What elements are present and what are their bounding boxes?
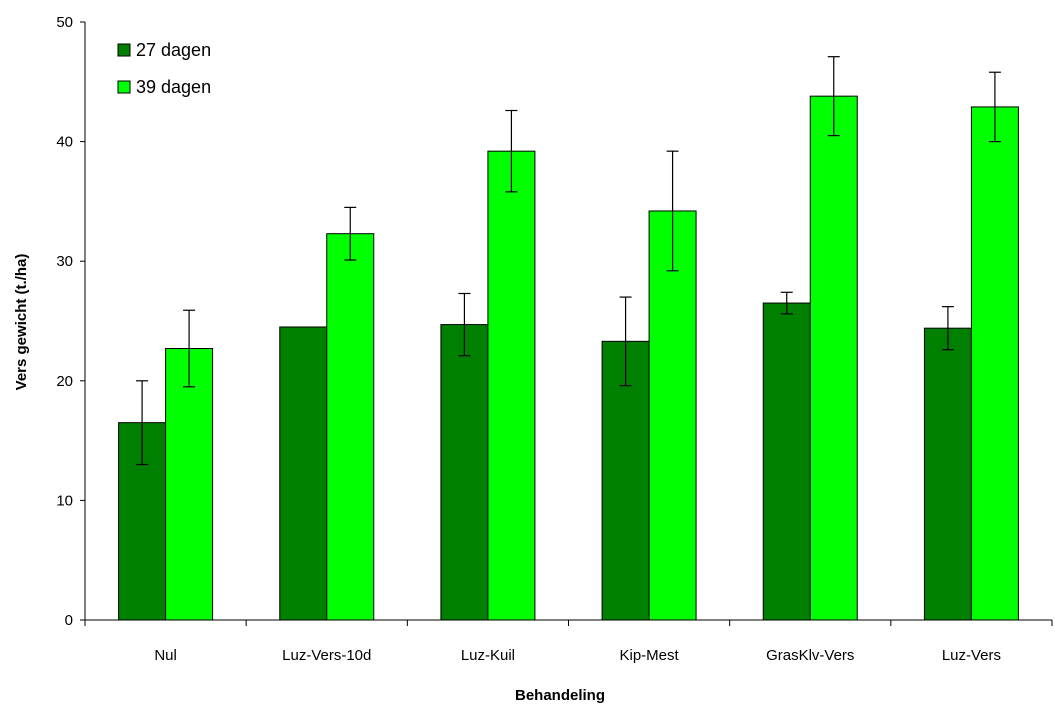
legend-swatch [117,80,131,94]
y-axis: 0 10 20 30 40 50 [56,14,86,629]
legend-label: 39 dagen [136,77,211,97]
legend-swatch [117,43,131,57]
x-axis-title: Behandeling [515,687,605,704]
y-tick-label: 30 [56,253,73,270]
x-tick-label: Nul [154,647,177,664]
bar-series2 [165,348,214,621]
legend-label: 27 dagen [136,40,211,60]
y-tick-label: 50 [56,14,73,31]
x-tick-label: Luz-Vers-10d [282,647,371,664]
bars [118,95,1019,621]
bar-series1 [762,302,811,621]
y-tick-label: 10 [56,492,73,509]
bar-series2 [970,106,1019,621]
y-tick-label: 0 [65,612,73,629]
error-bars [136,56,1001,466]
x-tick-label: GrasKlv-Vers [766,647,854,664]
x-tick-label: Kip-Mest [619,647,679,664]
x-tick-label: Luz-Kuil [461,647,515,664]
y-tick-label: 20 [56,373,73,390]
x-axis: Nul Luz-Vers-10d Luz-Kuil Kip-Mest GrasKlv-V… [84,619,1053,664]
y-tick-label: 40 [56,134,73,151]
bar-series2 [326,233,375,621]
bar-series2 [648,210,697,621]
bar-series2 [487,150,536,621]
x-tick-label: Luz-Vers [942,647,1001,664]
y-axis-title: Vers gewicht (t./ha) [13,254,30,391]
legend: 27 dagen 39 dagen [117,40,211,97]
bar-series2 [809,95,858,621]
bar-series1 [279,326,328,621]
bar-series1 [923,327,972,621]
bar-series1 [440,324,489,621]
